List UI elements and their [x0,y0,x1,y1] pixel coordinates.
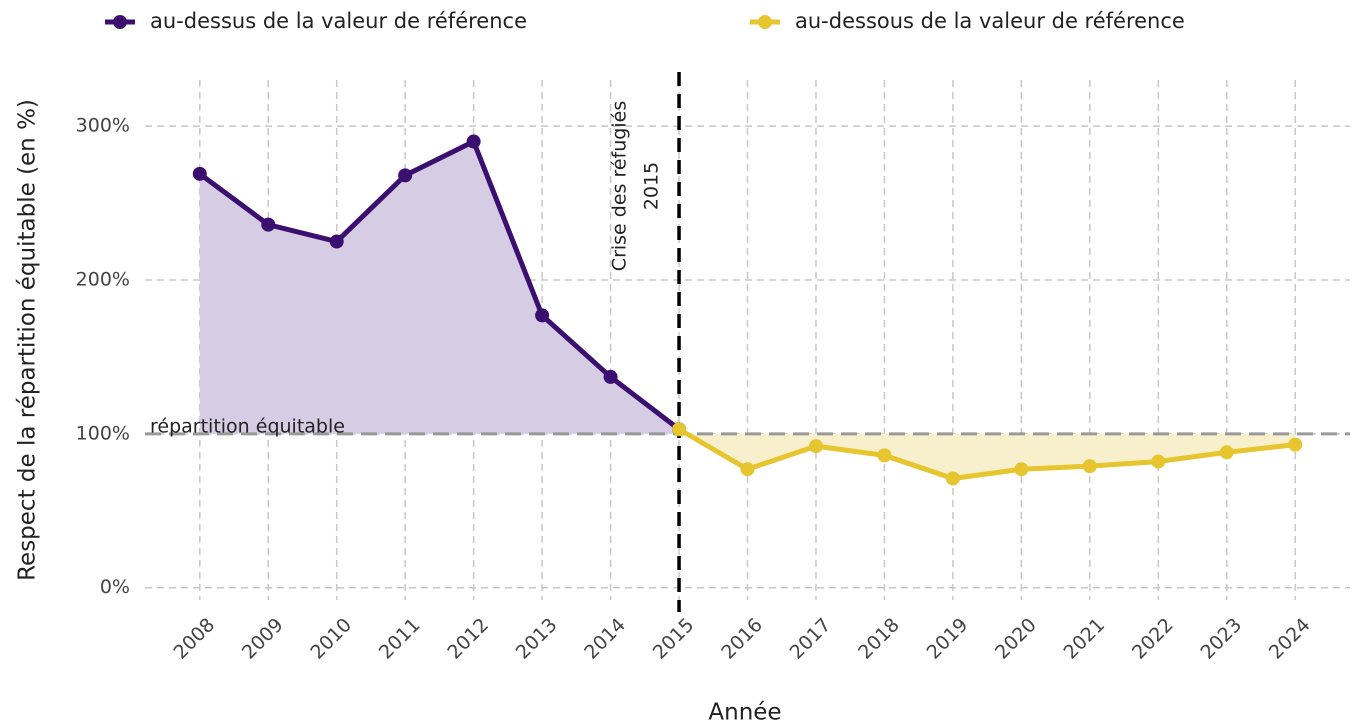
x-axis-title: Année [708,700,781,726]
area-fill [679,429,1296,479]
point [261,217,276,232]
point [466,134,481,149]
x-tick-label: 2017 [786,614,836,664]
x-tick-label: 2021 [1060,614,1110,664]
y-tick-label: 200% [76,269,130,291]
legend-swatch [758,15,772,29]
x-tick-label: 2008 [169,614,219,664]
x-tick-label: 2012 [443,614,493,664]
x-tick-label: 2009 [238,614,288,664]
point [1288,437,1303,452]
y-tick-label: 300% [76,115,130,137]
point [603,369,618,384]
point [1151,454,1166,469]
x-tick-label: 2022 [1128,614,1178,664]
legend-swatch [113,15,127,29]
area-fill [199,141,680,434]
reference-label: répartition équitable [150,415,345,437]
y-axis-title: Respect de la répartition équitable (en … [15,99,41,581]
x-tick-label: 2014 [580,614,630,664]
x-tick-label: 2013 [512,614,562,664]
point [329,234,344,249]
x-tick-label: 2018 [854,614,904,664]
x-tick-label: 2015 [649,614,699,664]
x-tick-label: 2023 [1196,614,1246,664]
point [535,308,550,323]
x-tick-label: 2019 [923,614,973,664]
x-tick-label: 2024 [1265,614,1315,664]
annotation-text: 2015 [641,162,663,210]
point [740,462,755,477]
point [192,166,207,181]
x-tick-label: 2020 [991,614,1041,664]
legend-label: au-dessous de la valeur de référence [795,9,1185,33]
point [1082,459,1097,474]
point [398,168,413,183]
line [677,427,1296,481]
point [877,448,892,463]
point [945,471,960,486]
y-tick-label: 0% [100,576,130,598]
legend-label: au-dessus de la valeur de référence [150,9,527,33]
point [672,422,687,437]
annotation-text: Crise des réfugiés [609,101,631,271]
x-tick-label: 2011 [375,614,425,664]
point [808,439,823,454]
x-tick-label: 2016 [717,614,767,664]
point [1014,462,1029,477]
line [198,139,681,432]
point [1219,445,1234,460]
x-tick-label: 2010 [306,614,356,664]
y-tick-label: 100% [76,422,130,444]
